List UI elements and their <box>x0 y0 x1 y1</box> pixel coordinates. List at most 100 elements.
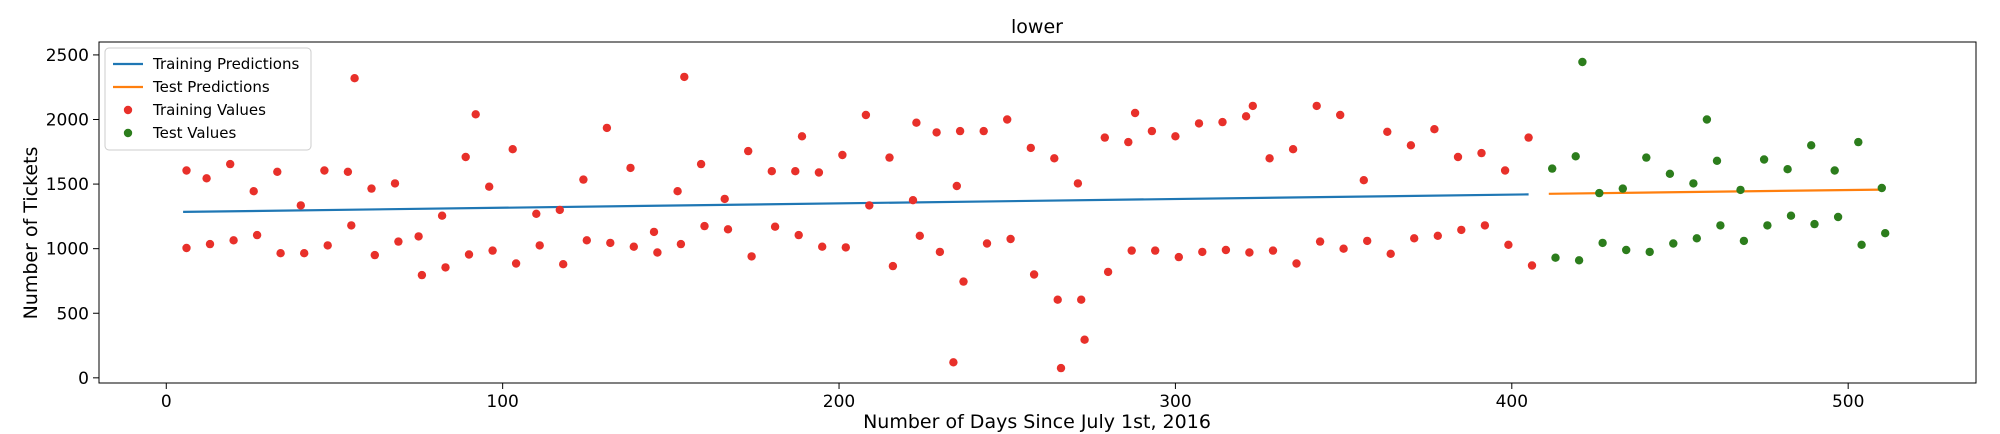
x-tick-label: 400 <box>1496 392 1528 412</box>
data-point <box>700 221 709 231</box>
data-point <box>1026 143 1036 153</box>
data-point <box>1548 164 1557 173</box>
chart-title: lower <box>1011 16 1063 38</box>
data-point <box>1312 101 1321 111</box>
data-point <box>488 246 497 255</box>
data-point <box>1578 57 1587 67</box>
data-point <box>861 110 871 120</box>
data-point <box>182 243 191 253</box>
data-point <box>1363 236 1372 246</box>
data-point <box>182 166 191 175</box>
data-point <box>1339 244 1348 253</box>
data-point <box>1669 239 1678 248</box>
data-point <box>273 167 282 176</box>
data-point <box>696 159 706 169</box>
data-point <box>1073 179 1083 188</box>
data-point <box>1268 246 1278 255</box>
data-point <box>1622 245 1631 255</box>
data-point <box>1642 153 1651 162</box>
data-point <box>1100 133 1110 142</box>
data-point <box>343 167 353 176</box>
data-point <box>841 243 850 252</box>
data-point <box>747 252 756 261</box>
data-point <box>1712 156 1722 165</box>
data-point <box>1386 249 1395 258</box>
data-point <box>485 182 494 191</box>
data-point <box>1151 246 1160 255</box>
data-point <box>1410 234 1419 243</box>
x-tick-label: 500 <box>1832 392 1864 412</box>
data-point <box>629 242 638 251</box>
data-point <box>723 225 733 234</box>
data-point <box>959 277 968 286</box>
data-point <box>390 179 400 188</box>
data-point <box>1265 154 1274 163</box>
data-point <box>1877 183 1887 193</box>
data-point <box>885 153 894 162</box>
data-point <box>649 227 659 237</box>
data-point <box>205 239 215 249</box>
data-point <box>532 209 541 218</box>
data-point <box>535 241 544 250</box>
data-point <box>464 250 474 259</box>
data-point <box>202 174 211 183</box>
data-point <box>1763 221 1772 230</box>
data-point <box>626 163 635 173</box>
x-tick-label: 0 <box>161 392 172 412</box>
data-point <box>1645 247 1654 257</box>
data-point <box>1457 225 1466 235</box>
data-point <box>1665 169 1675 178</box>
x-tick-label: 200 <box>823 392 855 412</box>
data-point <box>579 175 588 184</box>
data-point <box>744 146 753 156</box>
data-point <box>582 236 591 245</box>
data-point <box>979 126 988 136</box>
data-point <box>1480 221 1490 230</box>
data-point <box>1433 231 1443 240</box>
data-point <box>676 239 686 249</box>
data-point <box>1739 236 1749 246</box>
y-tick-label: 0 <box>78 369 89 389</box>
data-point <box>653 248 662 257</box>
data-point <box>1050 154 1059 163</box>
data-point <box>1881 229 1890 238</box>
y-axis-title: Number of Tickets <box>20 147 42 320</box>
data-point <box>347 221 356 230</box>
data-point <box>1171 132 1180 141</box>
data-point <box>367 184 376 193</box>
data-point <box>952 181 961 191</box>
data-point <box>1759 155 1769 164</box>
data-point <box>838 150 847 160</box>
data-point <box>720 194 729 204</box>
data-point <box>1689 179 1698 188</box>
data-point <box>912 118 921 127</box>
data-point <box>1130 108 1140 118</box>
data-point <box>680 72 689 82</box>
data-point <box>471 110 480 119</box>
data-point <box>1500 166 1510 175</box>
data-point <box>797 132 807 141</box>
data-point <box>1598 238 1607 248</box>
data-point <box>1524 133 1533 142</box>
data-point <box>1618 184 1628 193</box>
data-point <box>461 152 470 162</box>
data-point <box>1833 212 1843 222</box>
legend-box <box>104 47 312 151</box>
x-tick-label: 300 <box>1159 392 1191 412</box>
data-point <box>229 236 238 245</box>
data-point <box>1830 166 1839 175</box>
data-point <box>1453 152 1463 162</box>
data-point <box>1292 259 1301 268</box>
legend-label: Test Values <box>152 124 236 142</box>
data-point <box>1198 247 1207 257</box>
data-point <box>791 167 800 176</box>
data-point <box>441 263 450 272</box>
data-point <box>300 249 309 258</box>
data-point <box>1336 110 1345 120</box>
y-tick-label: 500 <box>57 304 89 324</box>
data-point <box>1147 126 1157 136</box>
data-point <box>1783 165 1792 174</box>
data-point <box>414 232 423 241</box>
